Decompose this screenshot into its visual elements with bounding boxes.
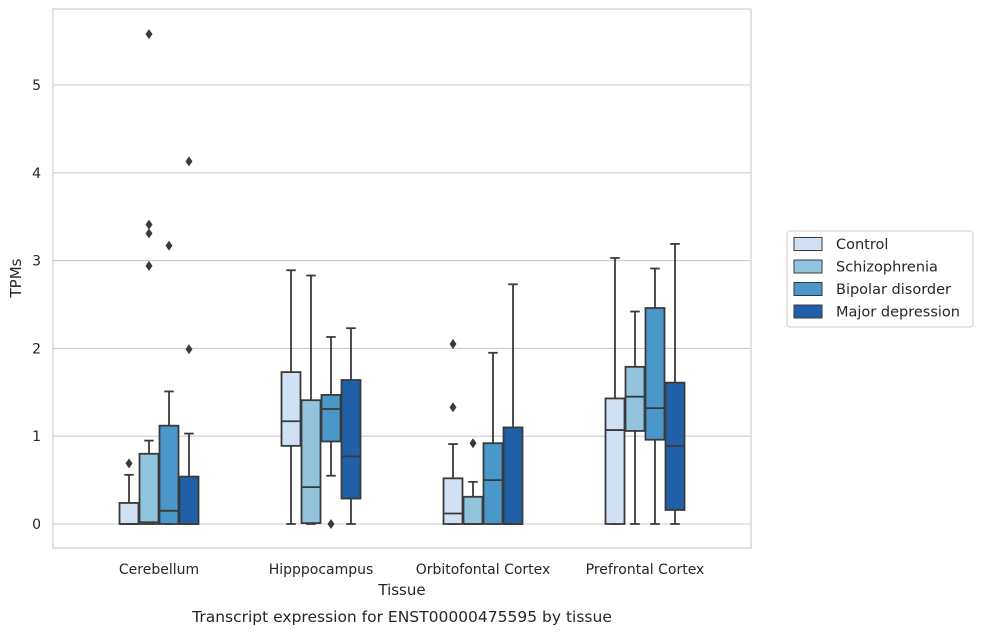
legend-swatch bbox=[793, 304, 823, 319]
box-iqr bbox=[502, 426, 524, 525]
legend-swatch bbox=[793, 282, 823, 296]
x-tick-labels: Cerebellum Hipppocampus Orbitofontal Corte… bbox=[119, 562, 704, 578]
box-iqr bbox=[158, 424, 180, 525]
outlier-point bbox=[327, 519, 335, 529]
box-cerebellum-schizophrenia bbox=[138, 29, 160, 525]
box-iqr bbox=[300, 399, 322, 525]
box-iqr bbox=[340, 379, 362, 500]
x-tick-label: Hipppocampus bbox=[269, 562, 374, 578]
box-prefrontal-cortex-major-depression bbox=[664, 243, 686, 525]
x-axis-label: Tissue bbox=[377, 581, 425, 599]
box-orbitofontal-cortex-major-depression bbox=[502, 283, 524, 525]
legend-entry-label: Bipolar disorder bbox=[836, 282, 951, 298]
box-prefrontal-cortex-schizophrenia bbox=[624, 310, 646, 525]
box-orbitofontal-cortex-control bbox=[442, 339, 464, 525]
y-tick-label: 5 bbox=[32, 78, 41, 94]
box-groups bbox=[118, 29, 686, 529]
outlier-point bbox=[145, 228, 153, 239]
box-iqr bbox=[462, 495, 484, 525]
box-iqr bbox=[624, 365, 646, 432]
outlier-point bbox=[449, 339, 457, 350]
box-iqr bbox=[644, 307, 666, 441]
legend-entry-label: Major depression bbox=[836, 305, 960, 321]
box-iqr bbox=[118, 502, 140, 525]
box-hipppocampus-major-depression bbox=[340, 327, 362, 525]
box-hipppocampus-control bbox=[280, 269, 302, 525]
chart-caption: Transcript expression for ENST0000047559… bbox=[191, 608, 612, 626]
plot-frame bbox=[52, 8, 752, 549]
outlier-point bbox=[469, 438, 477, 449]
outlier-point bbox=[165, 240, 173, 251]
box-hipppocampus-schizophrenia bbox=[300, 274, 322, 525]
legend-entry-label: Control bbox=[836, 237, 888, 253]
outlier-point bbox=[185, 156, 193, 167]
box-prefrontal-cortex-bipolar-disorder bbox=[644, 267, 666, 525]
legend: Control Schizophrenia Bipolar disorder Majo… bbox=[786, 230, 974, 328]
outlier-point bbox=[449, 402, 457, 413]
box-iqr bbox=[138, 452, 160, 525]
y-tick-label: 4 bbox=[32, 166, 41, 182]
legend-swatch bbox=[793, 237, 823, 251]
box-cerebellum-major-depression bbox=[178, 156, 200, 525]
box-orbitofontal-cortex-schizophrenia bbox=[462, 438, 484, 525]
box-prefrontal-cortex-control bbox=[604, 257, 626, 525]
outlier-point bbox=[145, 260, 153, 271]
outlier-point bbox=[145, 29, 153, 40]
legend-frame bbox=[786, 230, 974, 328]
y-tick-label: 1 bbox=[32, 429, 41, 445]
box-hipppocampus-bipolar-disorder bbox=[320, 336, 342, 529]
x-tick-label: Cerebellum bbox=[119, 562, 199, 578]
box-iqr bbox=[280, 371, 302, 447]
box-cerebellum-bipolar-disorder bbox=[158, 240, 180, 525]
y-tick-label: 2 bbox=[32, 341, 41, 357]
outlier-point bbox=[145, 219, 153, 230]
y-tick-label: 3 bbox=[32, 254, 41, 270]
y-tick-labels: 0 1 2 3 4 5 bbox=[32, 78, 41, 533]
box-cerebellum-control bbox=[118, 458, 140, 525]
y-tick-label: 0 bbox=[32, 517, 41, 533]
box-iqr bbox=[178, 475, 200, 525]
y-axis-label: TPMs bbox=[7, 258, 25, 298]
x-tick-label: Prefrontal Cortex bbox=[586, 562, 705, 578]
box-iqr bbox=[320, 394, 342, 443]
box-orbitofontal-cortex-bipolar-disorder bbox=[482, 351, 504, 525]
legend-swatch bbox=[793, 259, 823, 274]
outlier-point bbox=[125, 458, 133, 469]
box-iqr bbox=[442, 477, 464, 525]
outlier-point bbox=[185, 344, 193, 355]
box-iqr bbox=[604, 397, 626, 525]
x-tick-label: Orbitofontal Cortex bbox=[416, 562, 551, 578]
box-iqr bbox=[482, 442, 504, 525]
legend-entry-label: Schizophrenia bbox=[836, 260, 938, 276]
